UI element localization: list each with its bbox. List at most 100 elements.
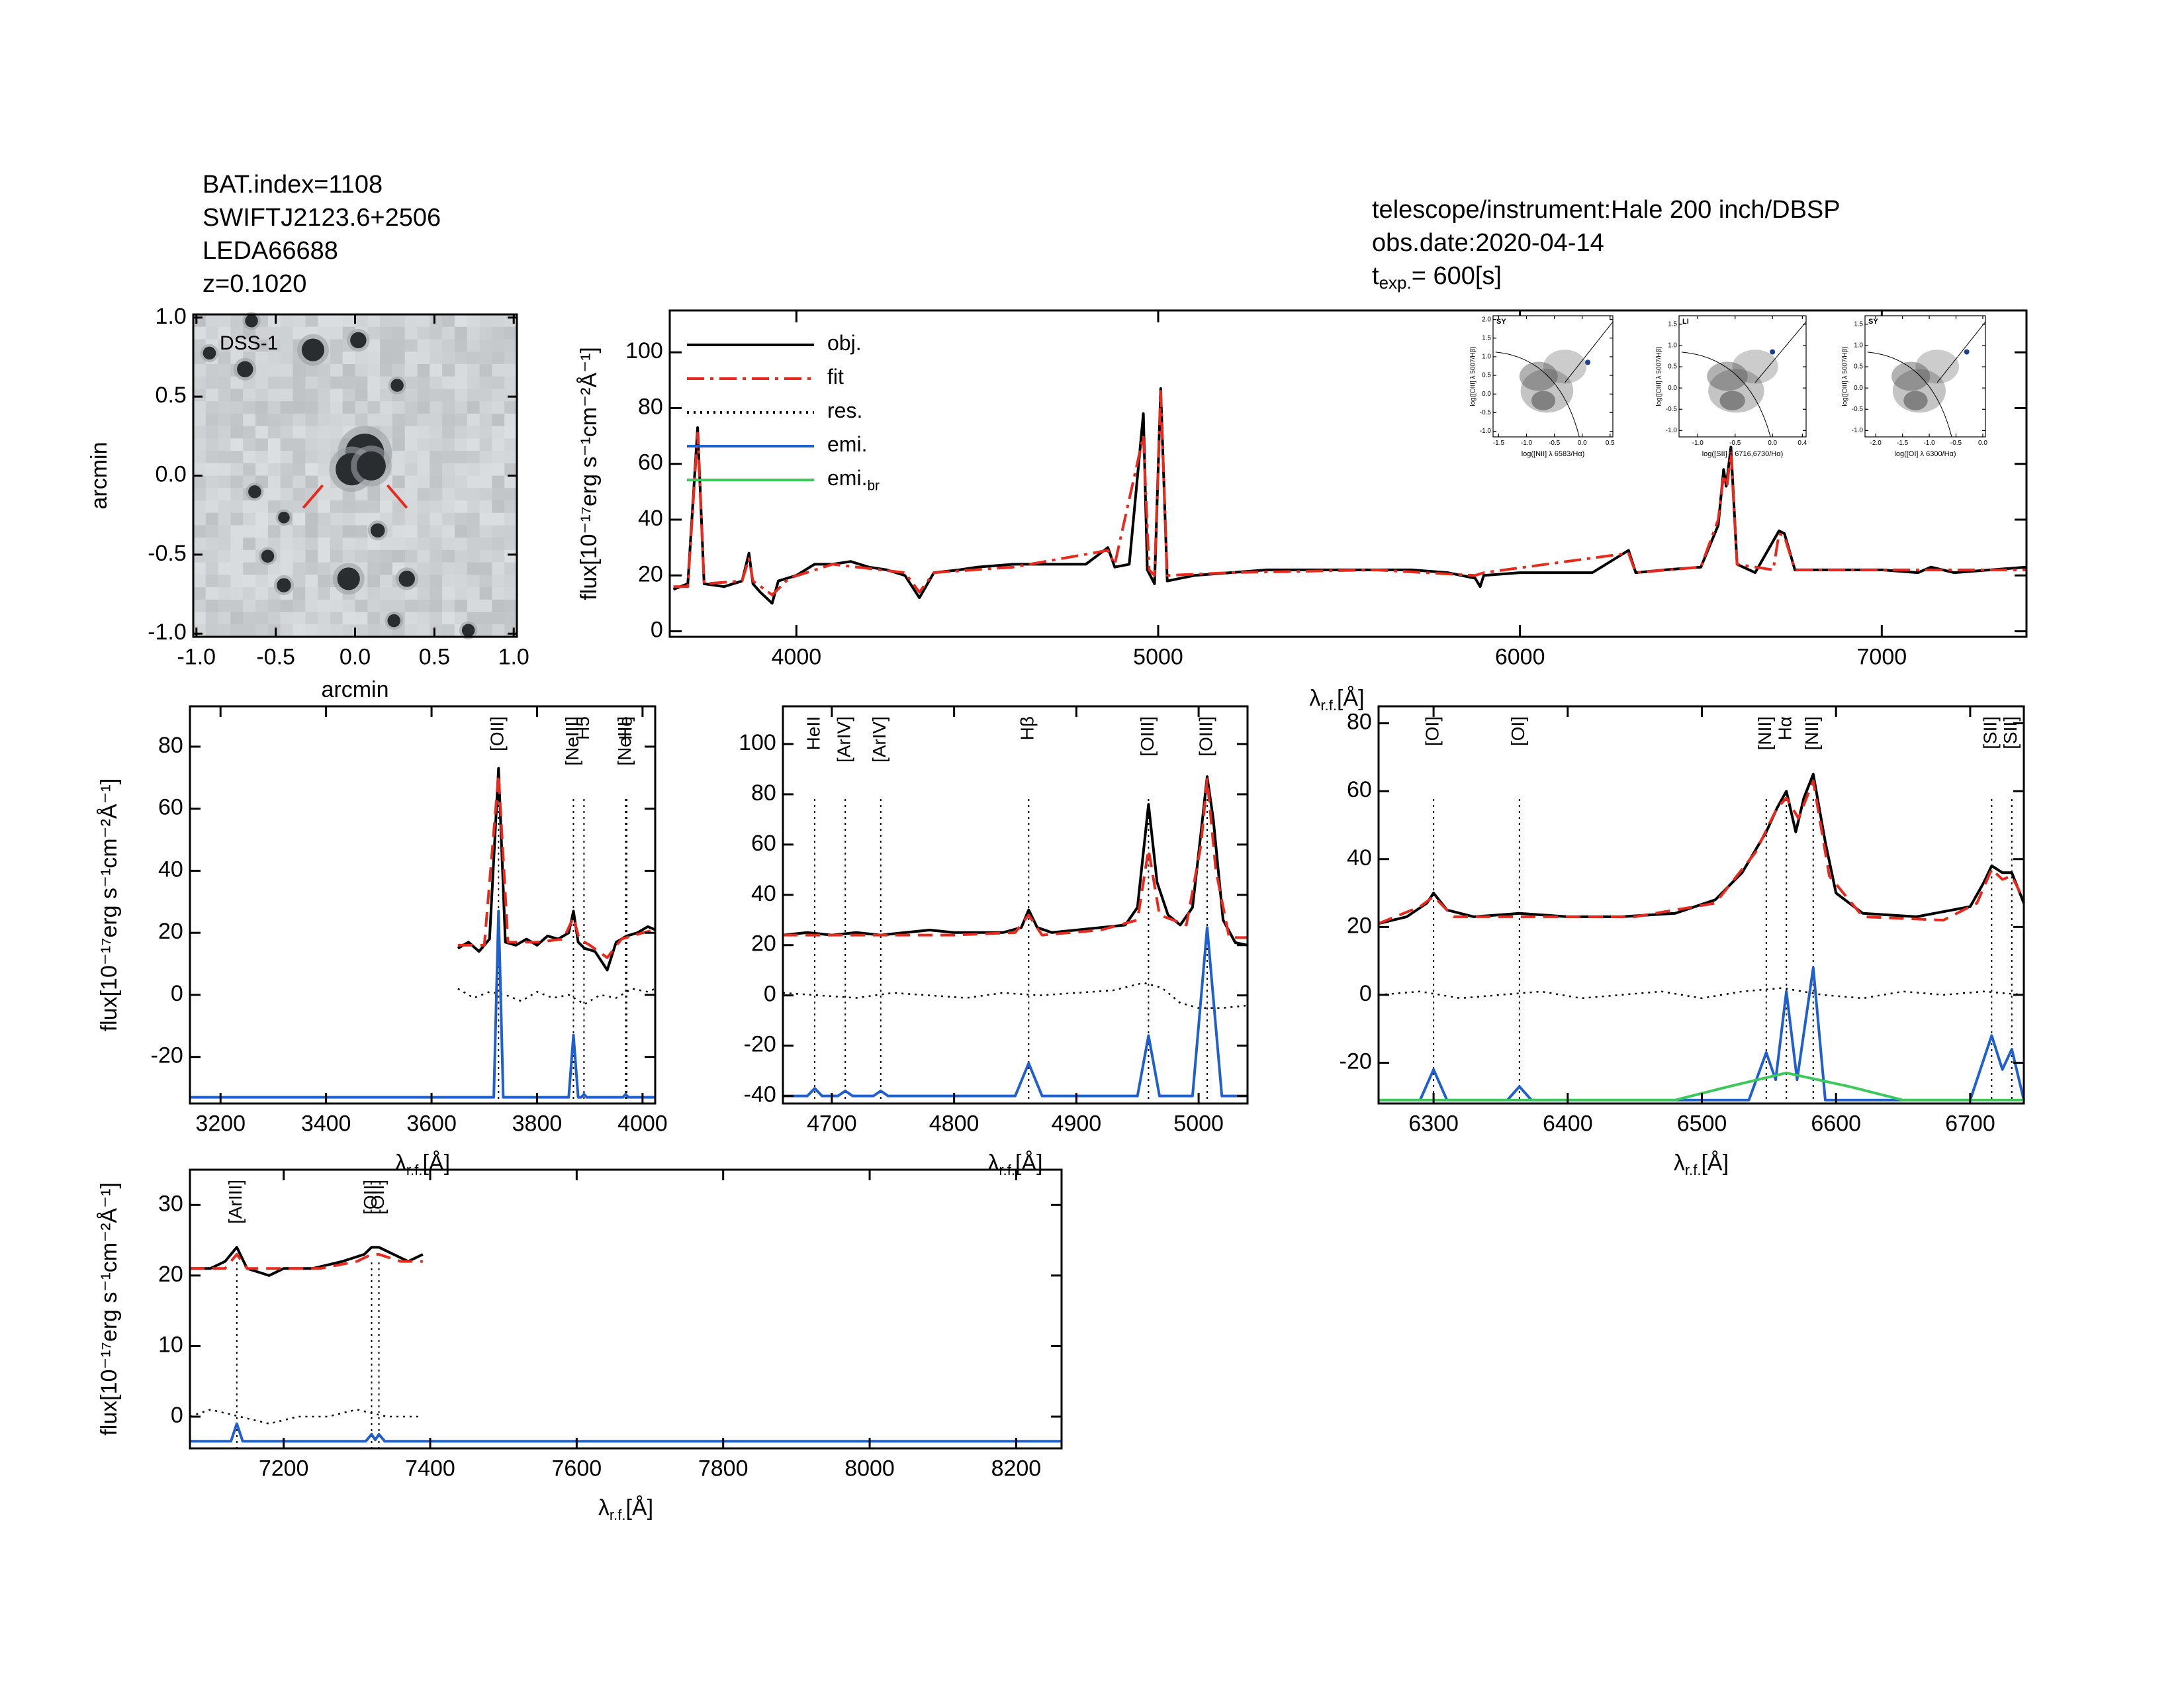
sky-pixel — [243, 538, 256, 551]
sky-pixel — [267, 363, 281, 377]
sky-pixel — [492, 587, 505, 600]
sky-pixel — [243, 413, 256, 427]
sky-pixel — [479, 413, 492, 427]
x-tick-label: -1.0 — [1923, 440, 1935, 447]
sky-pixel — [479, 363, 492, 377]
sky-pixel — [330, 339, 343, 352]
sky-pixel — [230, 389, 244, 402]
sky-pixel — [255, 612, 269, 625]
sky-pixel — [293, 376, 306, 389]
sky-pixel — [193, 500, 206, 514]
sky-pixel — [392, 426, 406, 439]
sky-pixel — [492, 389, 505, 402]
x-tick-label: 5000 — [1173, 1111, 1224, 1136]
x-tick-label: -1.0 — [1692, 440, 1704, 447]
sky-pixel — [479, 488, 492, 501]
sky-pixel — [267, 562, 281, 575]
sky-pixel — [355, 538, 368, 551]
sky-pixel — [193, 389, 206, 402]
sky-pixel — [318, 475, 331, 489]
y-tick-label: 0 — [651, 618, 663, 643]
y-tick-label: 80 — [158, 733, 183, 758]
sky-pixel — [454, 363, 468, 377]
sky-pixel — [267, 426, 281, 439]
sky-pixel — [205, 562, 219, 575]
sky-pixel — [467, 413, 480, 427]
sky-pixel — [417, 438, 430, 451]
demarcation-line — [1565, 321, 1614, 383]
sky-pixel — [243, 339, 256, 352]
sky-pixel — [267, 326, 281, 340]
sky-pixel — [243, 599, 256, 613]
sky-pixel — [404, 587, 418, 600]
sky-pixel — [504, 438, 518, 451]
sky-pixel — [293, 587, 306, 600]
sky-pixel — [492, 612, 505, 625]
star-core — [248, 485, 261, 498]
label-part: [Å] — [1015, 1150, 1043, 1176]
x-axis-label: log([OI] λ 6300/Hα) — [1894, 450, 1956, 458]
sky-pixel — [404, 389, 418, 402]
demarcation-curve — [1867, 352, 1952, 438]
y-tick-label: 40 — [158, 857, 183, 882]
sky-pixel — [305, 451, 318, 464]
line-label: [NeIII] — [562, 716, 582, 766]
sky-pixel — [280, 352, 294, 365]
sky-pixel — [355, 389, 368, 402]
line-label: [NII] — [1801, 716, 1822, 750]
sky-pixel — [479, 426, 492, 439]
sky-pixel — [318, 538, 331, 551]
label-part: emi. — [827, 466, 867, 490]
sky-pixel — [205, 326, 219, 340]
sky-pixel — [243, 549, 256, 563]
line-label: He — [615, 716, 635, 740]
sky-pixel — [417, 389, 430, 402]
x-tick-label: 3600 — [406, 1111, 457, 1136]
sky-pixel — [454, 339, 468, 352]
sky-pixel — [318, 463, 331, 477]
sky-pixel — [479, 575, 492, 588]
sky-pixel — [442, 488, 455, 501]
y-tick-label: 100 — [625, 338, 663, 363]
sky-pixel — [454, 475, 468, 489]
x-tick-label: 6400 — [1543, 1111, 1593, 1136]
sky-pixel — [230, 314, 244, 328]
sky-pixel — [430, 587, 443, 600]
sky-pixel — [280, 538, 294, 551]
label-part: res. — [827, 399, 862, 422]
inset-background — [1679, 316, 1806, 437]
sky-pixel — [355, 401, 368, 414]
sky-pixel — [467, 463, 480, 477]
sky-pixel — [404, 376, 418, 389]
sky-pixel — [305, 475, 318, 489]
sky-pixel — [293, 525, 306, 538]
sky-pixel — [267, 438, 281, 451]
sky-pixel — [454, 599, 468, 613]
sky-pixel — [305, 512, 318, 526]
sky-pixel — [193, 599, 206, 613]
agn-point — [1585, 359, 1591, 365]
y-axis-label: log([OIII] λ 5007/Hβ) — [1470, 346, 1477, 406]
sky-pixel — [193, 451, 206, 464]
sky-pixel — [479, 438, 492, 451]
star-core — [356, 451, 386, 481]
y-tick-label: 1.5 — [1482, 334, 1491, 342]
sky-pixel — [504, 562, 518, 575]
star-core — [278, 512, 290, 524]
y-tick-label: 60 — [638, 450, 663, 475]
sky-pixel — [267, 525, 281, 538]
sky-pixel — [417, 326, 430, 340]
line-label: [OI] — [1422, 716, 1442, 746]
sky-pixel — [504, 624, 518, 637]
sky-pixel — [367, 326, 381, 340]
sky-pixel — [318, 363, 331, 377]
star-core — [301, 338, 325, 361]
sky-pixel — [318, 438, 331, 451]
sky-pixel — [267, 624, 281, 637]
label-part: λ — [1309, 686, 1320, 711]
sky-pixel — [380, 500, 393, 514]
sky-pixel — [280, 488, 294, 501]
sky-pixel — [442, 426, 455, 439]
sky-pixel — [230, 549, 244, 563]
sky-pixel — [255, 512, 269, 526]
